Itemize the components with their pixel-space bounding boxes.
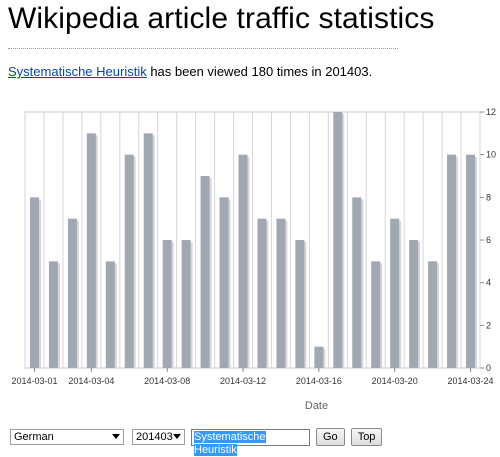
bar <box>390 218 400 368</box>
bar <box>238 154 248 368</box>
bar <box>124 154 134 368</box>
x-tick-label: 2014-03-12 <box>220 376 266 386</box>
bar <box>29 197 39 368</box>
top-button[interactable]: Top <box>350 428 383 446</box>
bar <box>181 240 191 368</box>
month-select-value: 201403 <box>136 431 173 443</box>
chevron-down-icon <box>173 434 181 439</box>
y-tick-label: 0 <box>486 363 491 373</box>
chevron-down-icon <box>112 434 120 439</box>
bar <box>67 218 77 368</box>
bar <box>219 197 229 368</box>
language-select-value: German <box>14 431 54 443</box>
bar <box>105 261 115 368</box>
x-tick-label: 2014-03-20 <box>372 376 418 386</box>
language-select[interactable]: German <box>10 429 124 445</box>
y-tick-label: 10 <box>486 150 496 160</box>
summary-line: Systematische Heuristik has been viewed … <box>8 64 372 79</box>
bar <box>200 176 210 368</box>
bar <box>371 261 381 368</box>
bar <box>162 240 172 368</box>
y-tick-label: 12 <box>486 107 496 117</box>
month-select[interactable]: 201403 <box>132 429 185 445</box>
bar <box>352 197 362 368</box>
bar <box>143 133 153 368</box>
x-tick-label: 2014-03-04 <box>68 376 114 386</box>
traffic-chart: 0 2 4 6 8 10 12 2014-03-01 2014-03-04 2014-03-08 2… <box>11 107 496 412</box>
bar <box>333 112 343 368</box>
bar <box>295 240 305 368</box>
y-tick-label: 4 <box>486 278 491 288</box>
y-tick-label: 2 <box>486 320 491 330</box>
title-divider <box>8 48 398 49</box>
controls-bar: German 201403 Systematische Heuristik Go… <box>10 428 383 456</box>
x-tick-label: 2014-03-08 <box>144 376 190 386</box>
bar <box>409 240 419 368</box>
article-link[interactable]: Systematische Heuristik <box>8 64 147 79</box>
page-title: Wikipedia article traffic statistics <box>8 2 435 35</box>
y-tick-label: 8 <box>486 192 491 202</box>
bar <box>447 154 457 368</box>
summary-text: has been viewed 180 times in 201403. <box>146 64 373 79</box>
bar <box>276 218 286 368</box>
y-tick-label: 6 <box>486 235 491 245</box>
bar <box>466 154 476 368</box>
x-tick-label: 2014-03-24 <box>447 376 493 386</box>
go-button[interactable]: Go <box>316 428 345 446</box>
x-axis-label: Date <box>305 400 328 412</box>
bar <box>86 133 96 368</box>
bar <box>428 261 438 368</box>
x-tick-label: 2014-03-16 <box>296 376 342 386</box>
bar <box>48 261 58 368</box>
x-tick-label: 2014-03-01 <box>11 376 57 386</box>
bar <box>257 218 267 368</box>
bar <box>314 346 324 368</box>
article-input[interactable]: Systematische Heuristik <box>191 428 310 456</box>
article-input-value: Systematische Heuristik <box>194 430 266 456</box>
